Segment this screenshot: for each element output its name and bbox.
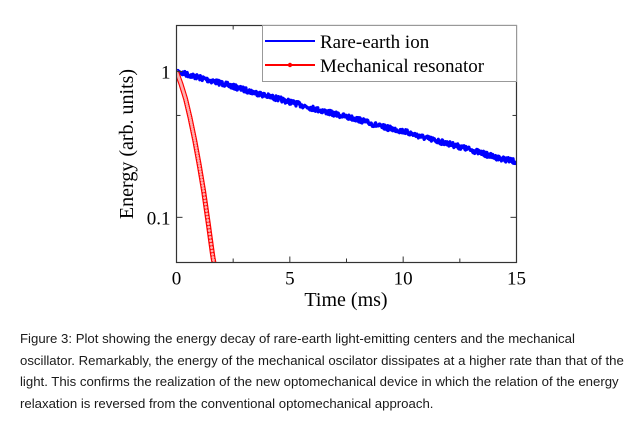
series-marker-mechanical-resonator xyxy=(202,189,206,193)
series-marker-mechanical-resonator xyxy=(210,249,214,253)
series-marker-mechanical-resonator xyxy=(189,118,192,122)
series-marker-mechanical-resonator xyxy=(205,209,208,213)
series-marker-mechanical-resonator xyxy=(200,178,204,182)
x-axis-title: Time (ms) xyxy=(304,289,387,311)
series-marker-mechanical-resonator xyxy=(194,146,198,150)
series-marker-mechanical-resonator xyxy=(206,219,210,222)
x-tick-label: 5 xyxy=(285,269,295,290)
series-marker-mechanical-resonator xyxy=(201,186,205,190)
series-marker-mechanical-resonator xyxy=(199,173,203,176)
series-marker-mechanical-resonator xyxy=(203,196,206,200)
legend-marker-mechanical-resonator xyxy=(287,62,293,68)
series-marker-mechanical-resonator xyxy=(193,139,197,142)
series-marker-mechanical-resonator xyxy=(211,252,214,256)
series-marker-mechanical-resonator xyxy=(205,212,209,216)
series-line-rare-earth-ion xyxy=(177,68,516,166)
series-marker-mechanical-resonator xyxy=(209,239,213,243)
series-marker-mechanical-resonator xyxy=(196,156,200,160)
legend-label-mechanical-resonator: Mechanical resonator xyxy=(320,56,485,77)
y-axis-title: Energy (arb. units) xyxy=(116,69,138,219)
series-line-mechanical-resonator xyxy=(177,70,217,262)
series-marker-mechanical-resonator xyxy=(197,161,201,165)
figure-caption: Figure 3: Plot showing the energy decay … xyxy=(20,331,624,411)
y-tick-label: 1 xyxy=(161,63,171,84)
series-marker-mechanical-resonator xyxy=(191,129,195,133)
series-marker-mechanical-resonator xyxy=(198,170,202,174)
series-marker-mechanical-resonator xyxy=(205,215,209,219)
series-marker-mechanical-resonator xyxy=(207,229,211,232)
series-marker-mechanical-resonator xyxy=(207,225,211,229)
series-marker-mechanical-resonator xyxy=(190,123,193,126)
series-marker-mechanical-resonator xyxy=(199,175,203,179)
series-marker-mechanical-resonator xyxy=(208,232,212,236)
series-marker-mechanical-resonator xyxy=(210,246,213,249)
y-tick-label: 0.1 xyxy=(147,208,171,229)
legend-label-rare-earth-ion: Rare-earth ion xyxy=(320,32,430,53)
series-marker-mechanical-resonator xyxy=(204,205,208,209)
series-layer xyxy=(177,68,516,262)
series-marker-mechanical-resonator xyxy=(195,149,199,153)
series-marker-mechanical-resonator xyxy=(200,181,204,185)
legend: Rare-earth ion Mechanical resonator xyxy=(262,25,517,82)
series-marker-mechanical-resonator xyxy=(191,132,195,135)
series-marker-mechanical-resonator xyxy=(192,134,196,138)
series-marker-mechanical-resonator xyxy=(198,167,202,171)
series-marker-mechanical-resonator xyxy=(201,184,205,187)
series-marker-mechanical-resonator xyxy=(190,127,194,131)
x-tick-label: 15 xyxy=(507,269,526,290)
ticks-layer: 0 5 10 15 0.1 1 xyxy=(147,25,526,290)
series-marker-mechanical-resonator xyxy=(190,125,194,129)
series-marker-mechanical-resonator xyxy=(212,261,216,262)
series-marker-mechanical-resonator xyxy=(189,120,193,124)
series-marker-mechanical-resonator xyxy=(197,159,200,163)
series-marker-mechanical-resonator xyxy=(206,222,210,226)
series-marker-mechanical-resonator xyxy=(209,242,213,246)
series-marker-mechanical-resonator xyxy=(203,199,207,203)
series-marker-mechanical-resonator xyxy=(196,154,199,158)
series-marker-mechanical-resonator xyxy=(208,235,212,239)
series-marker-mechanical-resonator xyxy=(198,164,201,168)
x-tick-label: 0 xyxy=(172,269,182,290)
series-marker-mechanical-resonator xyxy=(204,202,207,206)
series-marker-mechanical-resonator xyxy=(188,116,192,120)
series-marker-mechanical-resonator xyxy=(202,192,206,196)
series-marker-mechanical-resonator xyxy=(211,256,215,259)
legend-box xyxy=(262,25,517,82)
series-marker-mechanical-resonator xyxy=(212,258,215,262)
energy-decay-chart: 0 5 10 15 0.1 1 Rare-earth ion Mechanical res… xyxy=(116,24,526,311)
series-marker-mechanical-resonator xyxy=(193,141,197,145)
series-marker-mechanical-resonator xyxy=(195,151,199,155)
series-marker-mechanical-resonator xyxy=(194,144,198,147)
x-tick-label: 10 xyxy=(394,269,413,290)
series-marker-mechanical-resonator xyxy=(192,136,196,140)
